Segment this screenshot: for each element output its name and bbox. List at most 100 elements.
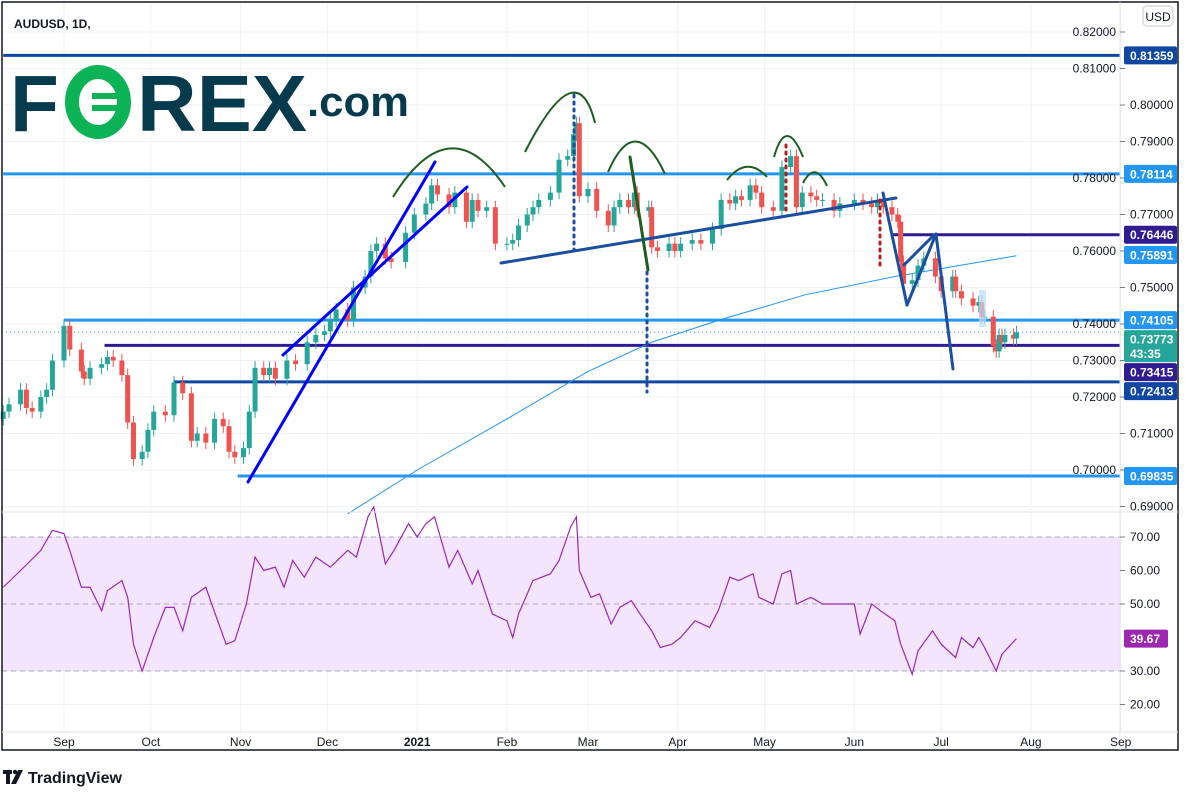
sma-price-label-bg [1124,245,1177,264]
candles [0,116,1019,466]
rsi-tick-label: 50.00 [1130,597,1160,611]
candle-body [510,240,516,244]
candle-body [915,265,921,281]
candle [194,426,200,448]
candle-body [38,397,44,412]
level-price-label[interactable]: 0.81359 [1124,46,1177,65]
candle-body [709,229,715,244]
zigzag-line[interactable] [934,232,955,371]
horizontal-levels[interactable] [3,53,1120,478]
candle-body [139,451,145,460]
candle-body [78,349,84,372]
rsi-value-label[interactable]: 39.67 [1124,629,1168,648]
candle [898,215,904,269]
candle-body [649,207,655,248]
candle [171,375,177,422]
candle [38,390,44,419]
candle [666,237,672,258]
candle [1002,328,1008,349]
rsi-tick-label: 20.00 [1130,698,1160,712]
candle [322,324,328,342]
price-tick-label: 0.70000 [1073,463,1117,477]
candle [44,383,50,404]
candle [212,412,218,450]
zigzag-line[interactable] [905,232,938,307]
candle-body [429,185,435,204]
price-tick-label: 0.74000 [1073,317,1117,331]
candle [1011,328,1017,346]
price-axis[interactable]: 0.82000 0.81000 0.80000 0.79000 0.78000 0.770… [1073,25,1177,712]
candle-body [565,156,571,160]
candle-body [180,382,186,394]
flag-line[interactable] [902,233,936,267]
level-price-label[interactable]: 0.73415 [1124,363,1177,382]
neckline[interactable] [499,196,898,265]
candle [851,193,857,211]
candle-body [232,451,238,458]
highlight-rect[interactable] [979,290,986,327]
logo-rex: REX [137,59,307,148]
level-price-label[interactable]: 0.76446 [1124,225,1177,244]
candle-body [689,240,695,244]
level-price-label[interactable]: 0.69835 [1124,467,1177,486]
candle-body [145,429,151,452]
arc-drawing[interactable] [392,147,506,198]
level-price-label-text: 0.69835 [1130,470,1174,484]
candle-body [374,243,380,251]
candle-body [556,159,562,193]
channel-lower-line[interactable] [246,160,437,484]
zigzag-line[interactable] [881,191,909,307]
sma-price-label[interactable]: 0.75891 [1124,245,1177,264]
candle-body [738,196,744,200]
candle [950,269,956,298]
candle [536,193,542,214]
candle [23,383,29,415]
candle [895,207,901,229]
level-price-label[interactable]: 0.74105 [1124,311,1177,330]
candle [819,193,825,207]
candle-body [990,316,996,346]
candle [718,193,724,236]
green-trend-line[interactable] [628,155,650,272]
currency-badge[interactable]: USD [1142,5,1174,27]
arc-drawing[interactable] [607,140,666,175]
channel-upper-line[interactable] [281,185,469,357]
time-axis[interactable]: Sep Oct Nov Dec 2021 Feb Mar Apr May Jun Jul Aug Sep [53,735,1131,749]
arc-drawing[interactable] [726,165,768,181]
candle [240,441,246,464]
candle [617,193,623,214]
candle-body [99,364,105,368]
candle [759,186,765,214]
candle-body [996,334,1002,352]
logo-o-icon [65,65,131,139]
candle [733,189,739,211]
drawings[interactable] [246,91,986,484]
candle [345,302,351,327]
level-price-label[interactable]: 0.72413 [1124,382,1177,401]
candle-body [171,382,177,416]
arc-drawing[interactable] [524,91,596,153]
candle [605,204,611,233]
candle-body [61,325,67,361]
candle-body [18,389,24,405]
candle [770,200,776,218]
candle [646,200,652,218]
price-tick-label: 0.69000 [1130,500,1174,514]
arc-drawing[interactable] [773,135,804,158]
candle-body [388,258,394,262]
time-tick-label: Aug [1020,735,1041,749]
candle [145,423,151,459]
candle [889,200,895,222]
candle [573,116,579,141]
level-price-label[interactable]: 0.78114 [1124,164,1177,183]
arc-drawing[interactable] [802,171,828,187]
countdown-label: 43:35 [1130,347,1161,361]
candle-body [605,210,611,226]
rsi-line [2,505,1017,677]
tradingview-logo[interactable]: TradingView [3,769,123,787]
candle [594,182,600,218]
candle [110,350,116,368]
candle [304,335,310,371]
